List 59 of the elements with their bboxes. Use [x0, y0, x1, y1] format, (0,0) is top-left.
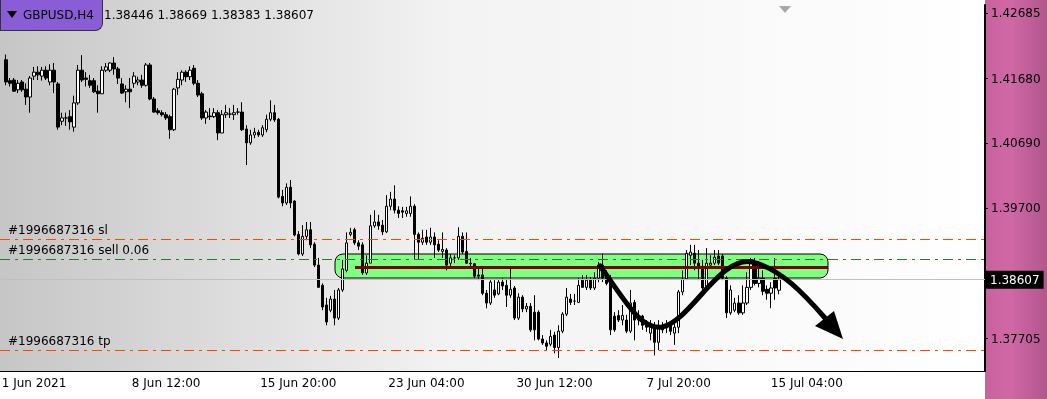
ref-line-label: 1.38607	[990, 272, 1040, 287]
candlestick	[377, 214, 380, 231]
candlestick	[577, 277, 580, 304]
candlestick	[497, 279, 500, 296]
ref-line-label: #1996687316 tp	[8, 334, 111, 349]
candlestick	[589, 276, 592, 291]
candlestick	[128, 77, 132, 109]
candlestick	[188, 65, 192, 81]
candlestick	[232, 104, 236, 121]
chart-subtitle: 1.38446 1.38669 1.38383 1.38607	[104, 8, 314, 22]
candlestick	[16, 79, 20, 94]
x-tick-label: 23 Jun 04:00	[388, 376, 465, 390]
candlestick	[88, 74, 92, 89]
candlestick	[36, 65, 40, 81]
y-tick-label: 1.40690	[991, 136, 1041, 151]
candlestick	[393, 184, 396, 214]
candlestick	[489, 279, 492, 306]
candlestick	[208, 107, 212, 121]
x-tick-label: 15 Jul 04:00	[770, 376, 843, 390]
candlestick	[653, 321, 656, 356]
x-tick-label: 1 Jun 2021	[1, 376, 67, 390]
candlestick	[285, 182, 288, 206]
candlestick	[713, 249, 716, 266]
candlestick	[401, 206, 404, 219]
candlestick	[433, 231, 436, 259]
candlestick	[385, 194, 388, 234]
candlestick	[216, 109, 220, 141]
x-tick-label: 8 Jun 12:00	[131, 376, 201, 390]
y-tick-label: 1.37705	[991, 331, 1041, 346]
candlestick	[761, 269, 765, 296]
candlestick	[585, 274, 588, 291]
candlestick	[40, 66, 44, 82]
candlestick	[425, 229, 428, 246]
candlestick	[132, 71, 136, 89]
chart-title: GBPUSD,H4	[23, 8, 94, 22]
candlestick	[4, 54, 8, 86]
candlestick	[160, 109, 164, 118]
y-tick-label: 1.42685	[991, 5, 1041, 20]
candlestick	[465, 231, 468, 265]
candlestick	[44, 65, 48, 81]
candlestick	[697, 249, 700, 281]
ref-line-label: #1996687316 sl	[8, 222, 108, 237]
x-tick-label: 15 Jun 20:00	[260, 376, 337, 390]
candlestick	[64, 112, 68, 127]
candlestick	[136, 76, 140, 86]
candlestick	[533, 294, 536, 341]
candlestick	[457, 226, 460, 261]
candlestick	[12, 77, 16, 93]
y-tick-label: 1.41680	[991, 71, 1041, 86]
y-tick-label: 1.39700	[991, 201, 1041, 216]
candlestick	[108, 61, 112, 73]
candlestick	[353, 227, 356, 246]
candlestick	[257, 129, 260, 138]
ref-line-label: #1996687316 sell 0.06	[8, 243, 150, 258]
candlestick	[184, 69, 188, 83]
x-tick-label: 7 Jul 20:00	[646, 376, 711, 390]
candlestick	[333, 289, 336, 326]
x-tick-label: 30 Jun 12:00	[516, 376, 593, 390]
candlestick	[301, 224, 304, 257]
